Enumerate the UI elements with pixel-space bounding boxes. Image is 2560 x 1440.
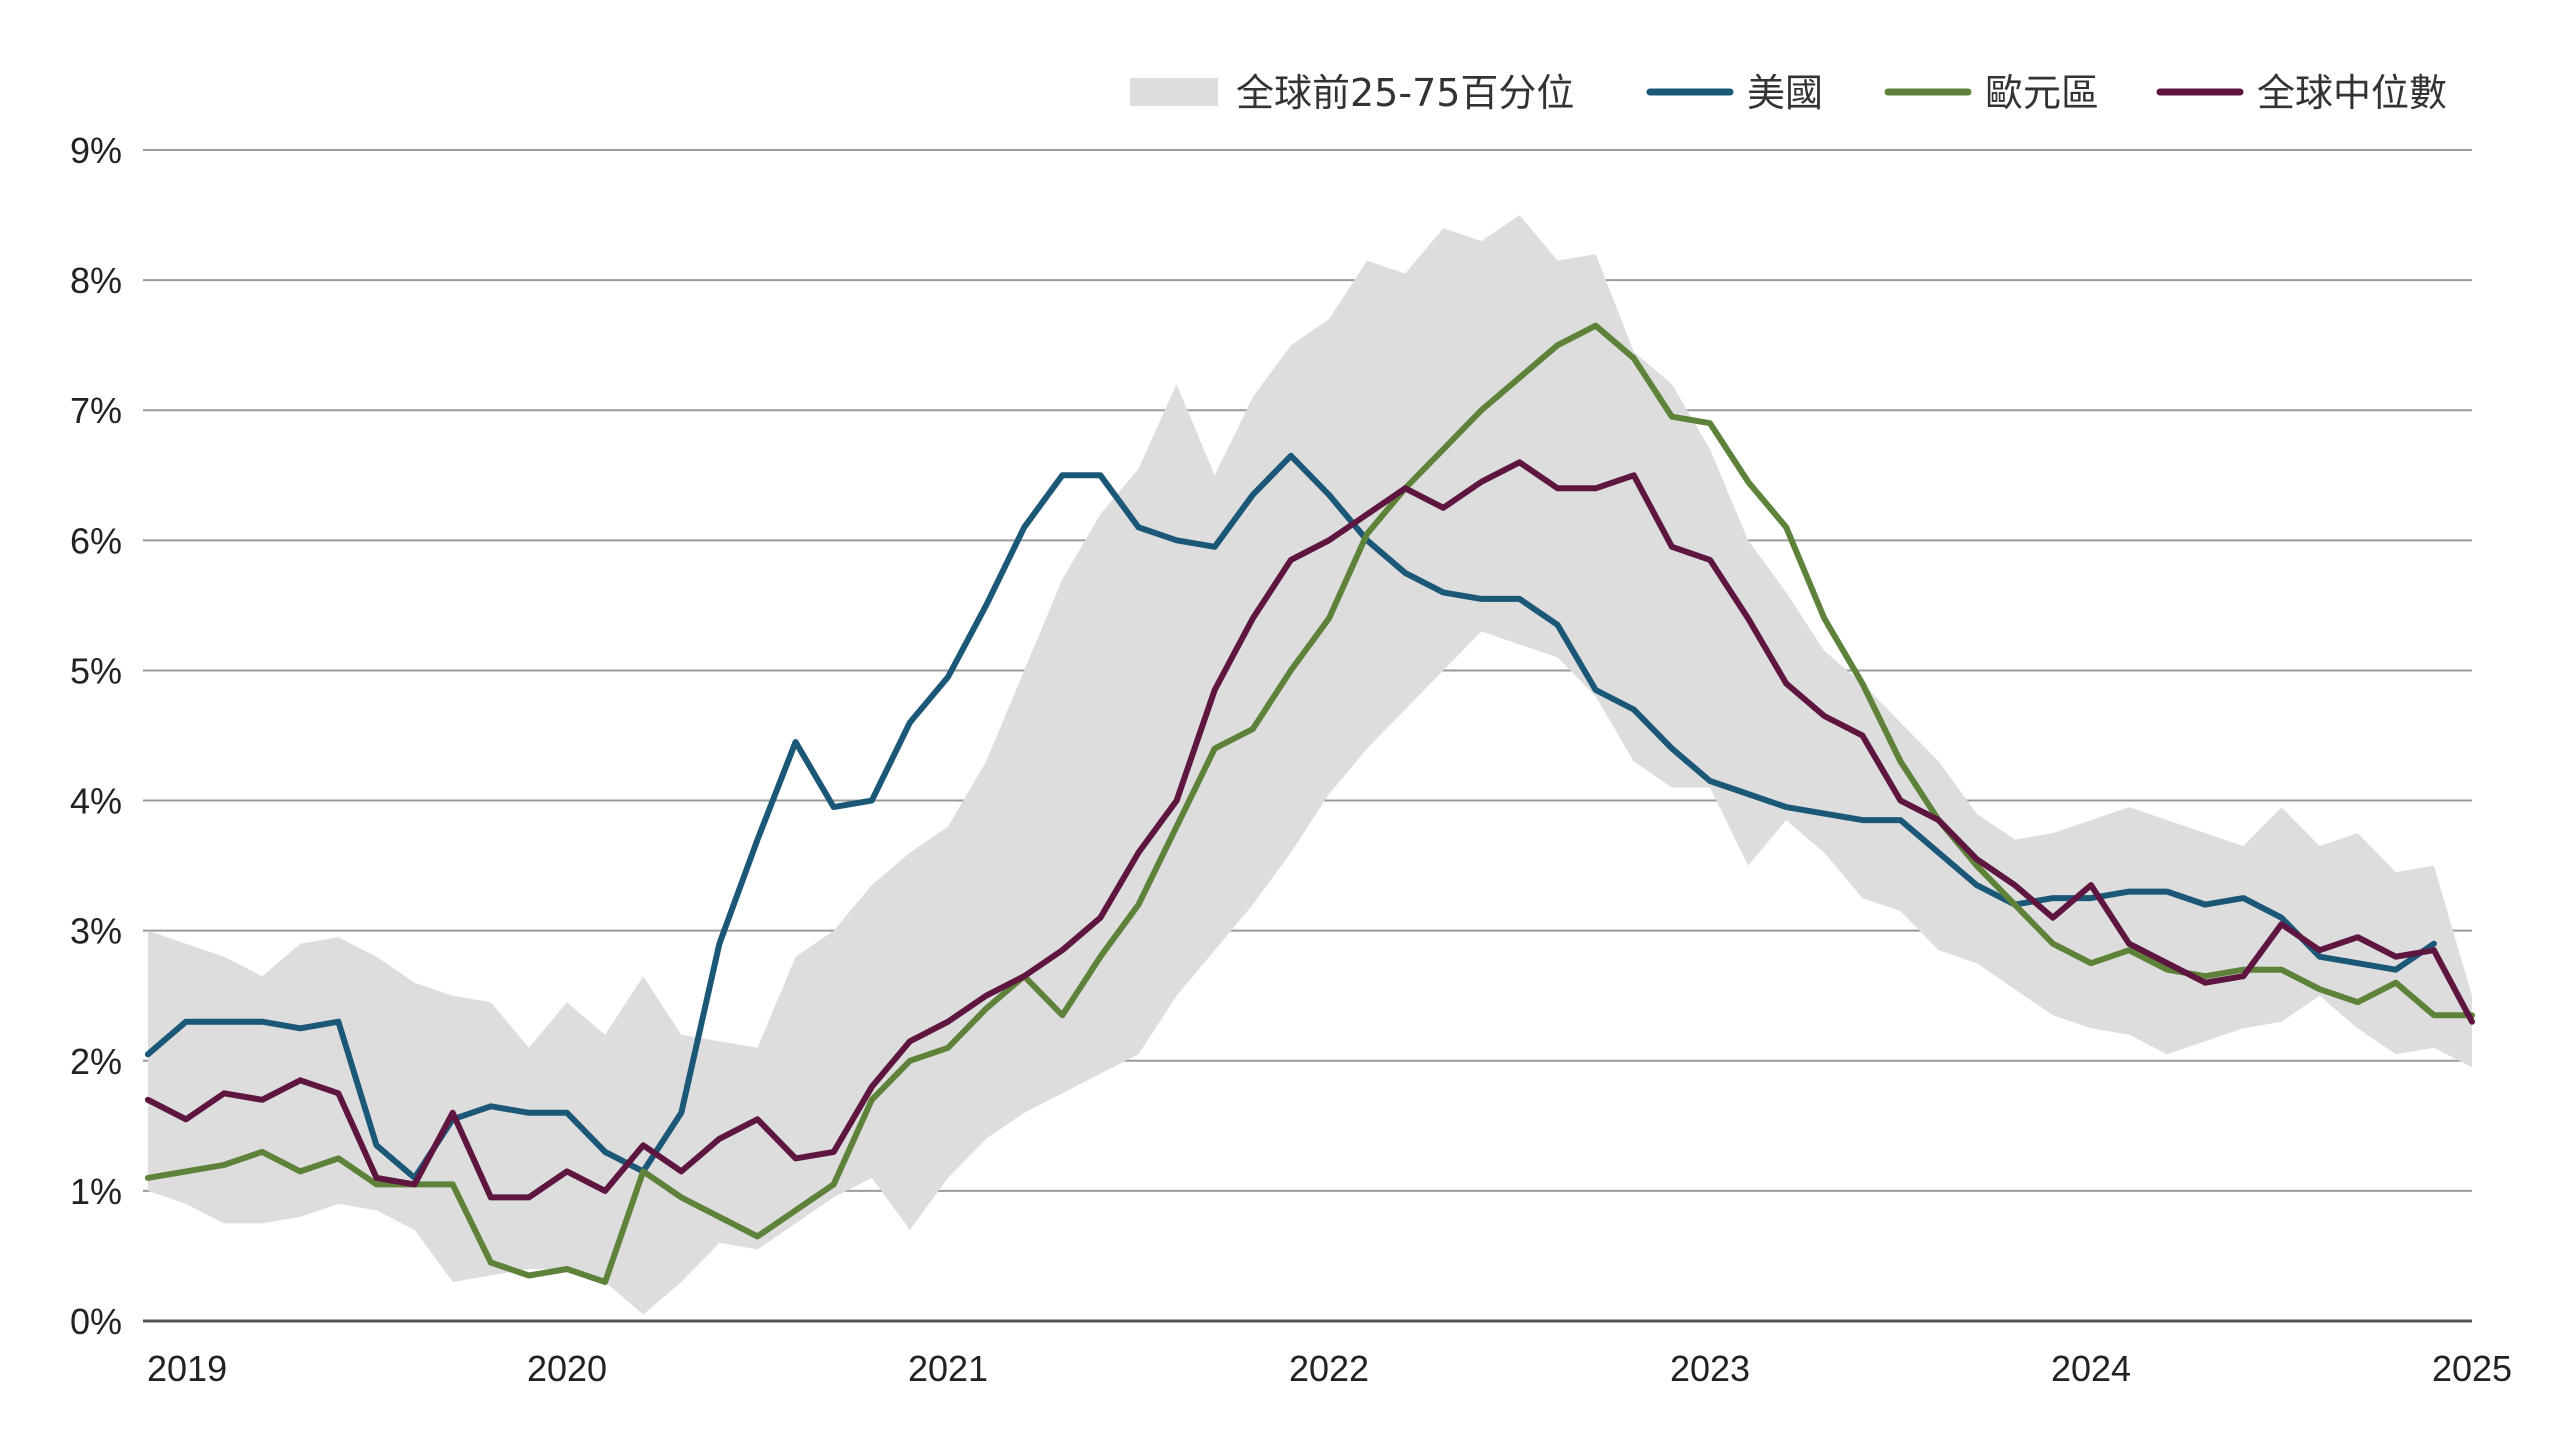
legend: 全球前25-75百分位 美國 歐元區 全球中位數 — [1130, 71, 2447, 115]
y-tick-label: 5% — [70, 650, 122, 691]
legend-label: 美國 — [1747, 71, 1823, 115]
y-tick-label: 7% — [70, 390, 122, 431]
x-tick-labels: 2019 2020 2021 2022 2023 2024 2025 — [147, 1348, 2512, 1389]
x-tick-label: 2020 — [527, 1348, 607, 1389]
y-tick-label: 8% — [70, 260, 122, 301]
legend-label: 全球前25-75百分位 — [1236, 71, 1574, 115]
series-line-0 — [144, 452, 2437, 1181]
x-tick-label: 2023 — [1670, 1348, 1750, 1389]
legend-swatch-band — [1130, 78, 1218, 106]
y-tick-labels: 0% 1% 2% 3% 4% 5% 6% 7% 8% 9% — [70, 130, 122, 1342]
x-tick-label: 2022 — [1289, 1348, 1369, 1389]
series-line-2 — [144, 459, 2475, 1201]
series-lines — [144, 322, 2475, 1285]
y-tick-label: 1% — [70, 1171, 122, 1212]
x-tick-label: 2021 — [908, 1348, 988, 1389]
y-tick-label: 2% — [70, 1041, 122, 1082]
legend-label: 歐元區 — [1985, 71, 2099, 115]
y-tick-label: 6% — [70, 520, 122, 561]
y-tick-label: 9% — [70, 130, 122, 171]
series-line-1 — [144, 322, 2475, 1285]
y-tick-label: 4% — [70, 781, 122, 822]
y-tick-label: 3% — [70, 911, 122, 952]
y-tick-label: 0% — [70, 1301, 122, 1342]
x-tick-label: 2024 — [2051, 1348, 2131, 1389]
legend-label: 全球中位數 — [2257, 71, 2447, 115]
percentile-band-area — [147, 215, 2473, 1315]
x-tick-label: 2025 — [2432, 1348, 2512, 1389]
x-tick-label: 2019 — [147, 1348, 227, 1389]
